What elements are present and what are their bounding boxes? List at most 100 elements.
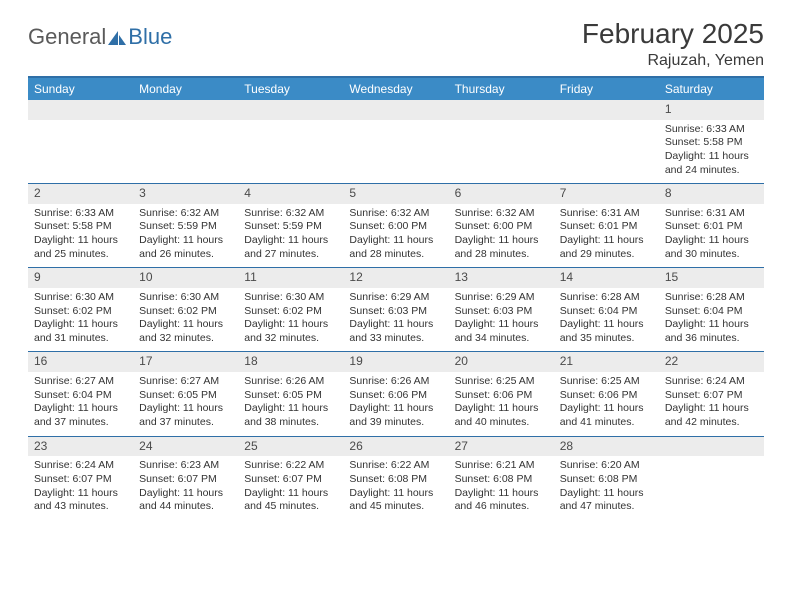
daylight-line: Daylight: 11 hours and 41 minutes. [560, 402, 653, 429]
daylight-line: Daylight: 11 hours and 29 minutes. [560, 234, 653, 261]
sunrise-line: Sunrise: 6:32 AM [349, 207, 442, 221]
day-number: 20 [449, 351, 554, 372]
calendar-cell: 0 [238, 100, 343, 183]
calendar-cell: 0 [133, 100, 238, 183]
sunrise-line: Sunrise: 6:29 AM [349, 291, 442, 305]
daylight-line: Daylight: 11 hours and 32 minutes. [244, 318, 337, 345]
calendar-cell: 6Sunrise: 6:32 AMSunset: 6:00 PMDaylight… [449, 183, 554, 267]
day-content: Sunrise: 6:27 AMSunset: 6:05 PMDaylight:… [133, 372, 238, 436]
sunset-line: Sunset: 6:03 PM [349, 305, 442, 319]
calendar-week: 9Sunrise: 6:30 AMSunset: 6:02 PMDaylight… [28, 267, 764, 351]
daylight-line: Daylight: 11 hours and 45 minutes. [244, 487, 337, 514]
sunrise-line: Sunrise: 6:26 AM [244, 375, 337, 389]
day-content: Sunrise: 6:32 AMSunset: 5:59 PMDaylight:… [238, 204, 343, 268]
day-number: 4 [238, 183, 343, 204]
calendar-cell: 15 Sunrise: 6:28 AMSunset: 6:04 PMDayligh… [659, 267, 764, 351]
sunset-line: Sunset: 6:04 PM [665, 305, 758, 319]
day-number: 1 [659, 100, 764, 120]
sunrise-line: Sunrise: 6:27 AM [34, 375, 127, 389]
daylight-line: Daylight: 11 hours and 35 minutes. [560, 318, 653, 345]
day-number: 22 [659, 351, 764, 372]
day-number: 0 [659, 436, 764, 457]
weekday-header: Sunday [28, 78, 133, 100]
sunrise-line: Sunrise: 6:22 AM [349, 459, 442, 473]
calendar-week: 23 Sunrise: 6:24 AM Sunset: 6:07 PMDayligh… [28, 436, 764, 520]
daylight-line: Daylight: 11 hours and 40 minutes. [455, 402, 548, 429]
sunset-line: Sunset: 6:07 PM [244, 473, 337, 487]
sunrise-line: Sunrise: 6:33 AM [665, 123, 758, 137]
day-number: 15 [659, 267, 764, 288]
day-number: 18 [238, 351, 343, 372]
day-content: Sunrise: 6:25 AMSunset: 6:06 PMDaylight:… [449, 372, 554, 436]
calendar-week: 16Sunrise: 6:27 AMSunset: 6:04 PMDayligh… [28, 351, 764, 435]
daylight-line: Daylight: 11 hours and 39 minutes. [349, 402, 442, 429]
calendar-week: 0000001Sunrise: 6:33 AMSunset: 5:58 PMDa… [28, 100, 764, 183]
sunrise-line: Sunrise: 6:33 AM [34, 207, 127, 221]
day-content: Sunrise: 6:30 AMSunset: 6:02 PMDaylight:… [28, 288, 133, 352]
sunrise-line: Sunrise: 6:23 AM [139, 459, 232, 473]
calendar-cell: 22Sunrise: 6:24 AMSunset: 6:07 PMDayligh… [659, 351, 764, 435]
day-content: Sunrise: 6:22 AMSunset: 6:07 PMDaylight:… [238, 456, 343, 520]
calendar-cell: 19Sunrise: 6:26 AMSunset: 6:06 PMDayligh… [343, 351, 448, 435]
sunrise-line: Sunrise: 6:25 AM [560, 375, 653, 389]
sunrise-line: Sunrise: 6:27 AM [139, 375, 232, 389]
daylight-line: Daylight: 11 hours and 37 minutes. [34, 402, 127, 429]
sunrise-line: Sunrise: 6:21 AM [455, 459, 548, 473]
calendar-cell: 12Sunrise: 6:29 AMSunset: 6:03 PMDayligh… [343, 267, 448, 351]
calendar-cell: 11Sunrise: 6:30 AMSunset: 6:02 PMDayligh… [238, 267, 343, 351]
daylight-line: Daylight: 11 hours and 42 minutes. [665, 402, 758, 429]
day-number: 9 [28, 267, 133, 288]
sunset-line: Sunset: 6:02 PM [139, 305, 232, 319]
daylight-line: Daylight: 11 hours and 32 minutes. [139, 318, 232, 345]
calendar-cell: 0 [343, 100, 448, 183]
calendar-cell: 0 [659, 436, 764, 520]
calendar-cell: 7Sunrise: 6:31 AMSunset: 6:01 PMDaylight… [554, 183, 659, 267]
day-content [238, 120, 343, 129]
day-number: 7 [554, 183, 659, 204]
day-content [449, 120, 554, 129]
sunset-line: Sunset: 6:05 PM [139, 389, 232, 403]
sunrise-line: Sunrise: 6:31 AM [560, 207, 653, 221]
sunrise-line: Sunrise: 6:29 AM [455, 291, 548, 305]
sunset-line: Sunset: 6:03 PM [455, 305, 548, 319]
calendar-cell: 16Sunrise: 6:27 AMSunset: 6:04 PMDayligh… [28, 351, 133, 435]
day-content: Sunrise: 6:28 AMSunset: 6:04 PMDaylight:… [554, 288, 659, 352]
day-number: 0 [238, 100, 343, 120]
day-number: 27 [449, 436, 554, 457]
sunset-line: Sunset: 6:02 PM [34, 305, 127, 319]
day-number: 19 [343, 351, 448, 372]
sunset-line: Sunset: 5:59 PM [139, 220, 232, 234]
sunset-line: Sunset: 6:08 PM [455, 473, 548, 487]
daylight-line: Daylight: 11 hours and 24 minutes. [665, 150, 758, 177]
location-text: Rajuzah, Yemen [582, 52, 764, 70]
day-content: Sunrise: 6:32 AMSunset: 6:00 PMDaylight:… [449, 204, 554, 268]
day-content: Sunrise: 6:23 AMSunset: 6:07 PMDaylight:… [133, 456, 238, 520]
day-content: Sunrise: 6:31 AMSunset: 6:01 PMDaylight:… [554, 204, 659, 268]
sunrise-line: Sunrise: 6:28 AM [665, 291, 758, 305]
calendar-cell: 0 [449, 100, 554, 183]
day-content: Sunrise: 6:30 AMSunset: 6:02 PMDaylight:… [238, 288, 343, 352]
day-number: 28 [554, 436, 659, 457]
day-number: 10 [133, 267, 238, 288]
day-number: 17 [133, 351, 238, 372]
day-number: 0 [28, 100, 133, 120]
daylight-line: Daylight: 11 hours and 28 minutes. [349, 234, 442, 261]
calendar-cell: 14Sunrise: 6:28 AMSunset: 6:04 PMDayligh… [554, 267, 659, 351]
day-number: 23 [28, 436, 133, 457]
daylight-line: Daylight: 11 hours and 34 minutes. [455, 318, 548, 345]
calendar-body: 0000001Sunrise: 6:33 AMSunset: 5:58 PMDa… [28, 100, 764, 520]
calendar-cell: 28Sunrise: 6:20 AMSunset: 6:08 PMDayligh… [554, 436, 659, 520]
sunrise-line: Sunrise: 6:24 AM [34, 459, 127, 473]
daylight-line: Daylight: 11 hours and 36 minutes. [665, 318, 758, 345]
day-number: 26 [343, 436, 448, 457]
calendar-cell: 27Sunrise: 6:21 AMSunset: 6:08 PMDayligh… [449, 436, 554, 520]
day-content [133, 120, 238, 129]
day-content: Sunrise: 6:33 AMSunset: 5:58 PMDaylight:… [28, 204, 133, 268]
day-number: 13 [449, 267, 554, 288]
day-number: 12 [343, 267, 448, 288]
daylight-line: Daylight: 11 hours and 38 minutes. [244, 402, 337, 429]
day-content [659, 456, 764, 465]
weekday-header: Thursday [449, 78, 554, 100]
sunrise-line: Sunrise: 6:26 AM [349, 375, 442, 389]
calendar-cell: 0 [28, 100, 133, 183]
